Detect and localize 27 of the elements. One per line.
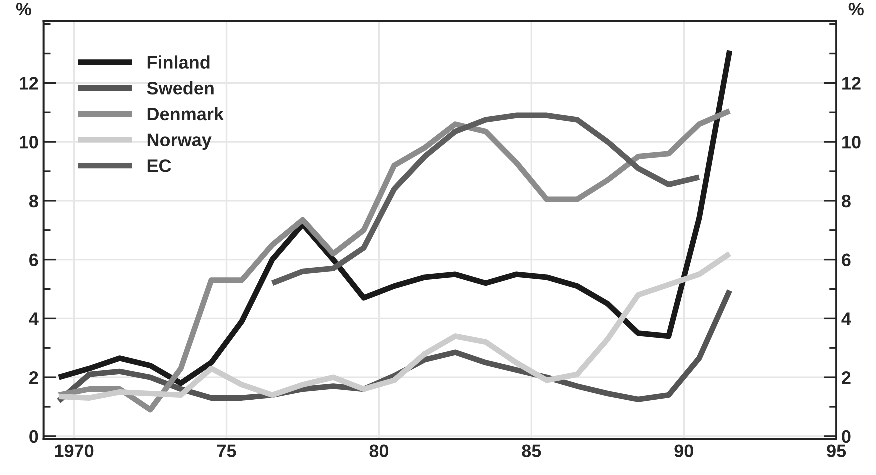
legend-label: EC	[148, 160, 172, 172]
y-tick-label: 4	[29, 312, 39, 326]
y-tick-label: 0	[30, 430, 38, 444]
y-tick-label: 2	[30, 371, 38, 384]
y2-tick-label: 10	[842, 136, 861, 149]
y-axis-title: %	[16, 2, 32, 16]
x-tick-label: 85	[522, 444, 542, 458]
y-tick-label: 8	[29, 194, 38, 208]
y-tick-label: 10	[20, 136, 38, 149]
legend-label: Sweden	[147, 82, 214, 95]
y2-tick-label: 8	[842, 194, 851, 208]
y-tick-label: 6	[30, 254, 38, 267]
y2-tick-label: 6	[842, 254, 851, 267]
x-tick-label: 1970	[55, 444, 94, 458]
y2-axis-title: %	[848, 2, 864, 16]
legend-label: Denmark	[148, 107, 224, 121]
x-tick-label: 95	[827, 444, 846, 458]
legend-label: Finland	[148, 56, 210, 69]
x-tick-label: 80	[370, 444, 389, 458]
y2-tick-label: 2	[842, 371, 851, 384]
y2-tick-label: 12	[842, 77, 861, 90]
y-tick-label: 12	[20, 77, 38, 90]
x-tick-label: 90	[674, 444, 694, 458]
legend-label: Norway	[148, 134, 212, 150]
x-tick-label: 75	[217, 444, 236, 458]
y2-tick-label: 4	[842, 312, 852, 326]
y2-tick-label: 0	[842, 430, 851, 444]
